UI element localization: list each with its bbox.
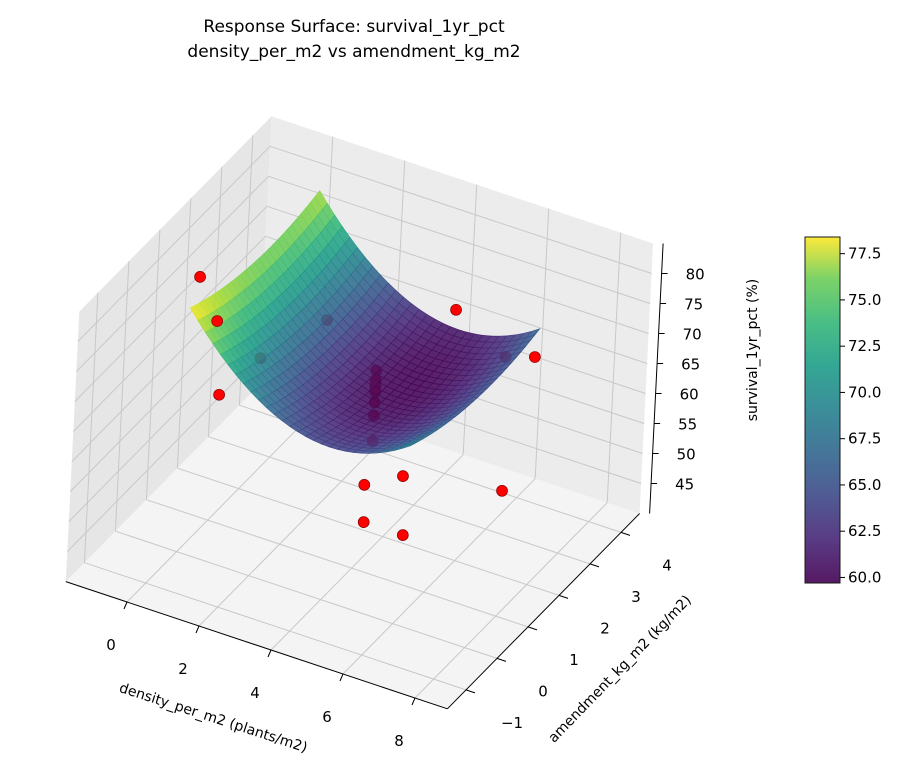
chart-title: Response Surface: survival_1yr_pct — [203, 17, 505, 37]
z-tick-label: 80 — [686, 266, 705, 284]
data-point — [450, 303, 462, 316]
y-gridline — [146, 499, 529, 628]
surface-patch — [401, 443, 415, 449]
colorbar-tick-label: 72.5 — [848, 337, 881, 355]
x-gridline — [606, 232, 622, 503]
z-gridline — [75, 175, 269, 372]
x-gridline — [198, 430, 392, 627]
data-point — [396, 529, 409, 541]
z-gridline — [269, 145, 652, 274]
x-tick-label: 6 — [322, 708, 332, 726]
floor-pane — [65, 386, 640, 709]
data-point — [358, 479, 371, 491]
z-axis-line — [649, 243, 664, 514]
y-tick-label: 3 — [631, 588, 641, 606]
y-gridline — [145, 229, 161, 500]
colorbar-tick-label: 67.5 — [848, 430, 881, 448]
data-point — [496, 484, 508, 497]
y-tick-label: 2 — [600, 619, 610, 637]
z-tick-label: 45 — [675, 476, 694, 494]
axis-lines: 0 2 4 6 8 −1 0 1 2 3 4 45 50 55 60 65 70 75 80 — [65, 243, 705, 750]
z-gridline — [268, 175, 651, 304]
x-gridline — [414, 502, 608, 699]
y-tick-label: −1 — [501, 714, 523, 732]
x-gridline — [342, 478, 536, 675]
z-tick-label: 50 — [677, 446, 696, 464]
x-tick — [195, 625, 200, 634]
y-gridline — [208, 436, 591, 565]
y-tick — [558, 594, 569, 599]
y-tick-label: 1 — [569, 651, 579, 669]
colorbar-tick-label: 62.5 — [848, 522, 881, 540]
data-point — [397, 470, 409, 482]
data-point — [529, 351, 541, 363]
y-gridline — [84, 562, 467, 691]
y-tick-label: 4 — [662, 556, 672, 574]
x-tick — [123, 601, 128, 610]
z-gridline — [72, 235, 266, 432]
x-tick-label: 8 — [394, 732, 404, 750]
data-point — [213, 388, 225, 401]
z-tick-label: 75 — [684, 296, 703, 314]
y-tick — [589, 563, 600, 568]
colorbar — [804, 236, 841, 584]
data-point — [194, 271, 206, 283]
y-gridline — [177, 467, 560, 596]
z-tick-label: 60 — [680, 386, 699, 404]
y-tick-label: 0 — [538, 682, 548, 700]
x-gridline — [126, 406, 320, 603]
y-gridline — [115, 530, 498, 659]
chart-subtitle: density_per_m2 vs amendment_kg_m2 — [187, 42, 520, 62]
z-tick-label: 70 — [683, 326, 702, 344]
z-gridline — [77, 145, 271, 342]
x-tick-label: 4 — [250, 684, 260, 702]
z-gridline — [74, 205, 268, 402]
z-axis-label: survival_1yr_pct (%) — [745, 279, 761, 422]
y-axis-label: amendment_kg_m2 (kg/m2) — [545, 592, 694, 746]
x-tick-label: 2 — [178, 660, 188, 678]
y-tick — [527, 626, 538, 631]
x-tick-label: 0 — [106, 636, 116, 654]
colorbar-tick-label: 70.0 — [848, 383, 881, 401]
y-gridline — [176, 198, 192, 469]
y-gridline — [83, 292, 99, 563]
y-tick — [465, 689, 476, 694]
z-tick-label: 65 — [681, 356, 700, 374]
z-tick-label: 55 — [678, 416, 697, 434]
z-gridline — [66, 355, 260, 552]
x-gridline — [462, 184, 478, 455]
x-gridline — [270, 454, 464, 651]
x-tick — [339, 673, 344, 682]
x-gridline — [534, 208, 550, 479]
colorbar-tick-label: 60.0 — [848, 568, 881, 586]
data-point — [357, 516, 370, 528]
data-point — [211, 315, 224, 327]
response-surface — [189, 190, 541, 454]
y-axis-line — [447, 513, 640, 710]
x-tick — [267, 649, 272, 658]
y-tick — [496, 657, 507, 662]
colorbar-ticks: 60.0 62.5 65.0 67.5 70.0 72.5 75.0 77.5 — [840, 245, 881, 586]
colorbar-tick-label: 75.0 — [848, 291, 881, 309]
y-tick — [620, 531, 631, 536]
colorbar-tick-label: 65.0 — [848, 476, 881, 494]
x-axis-label: density_per_m2 (plants/m2) — [117, 680, 309, 756]
y-gridline — [114, 261, 130, 532]
points-front — [194, 271, 541, 497]
x-tick — [411, 697, 416, 706]
x-axis-line — [65, 581, 448, 710]
left-pane — [65, 116, 272, 582]
colorbar-tick-label: 77.5 — [848, 245, 881, 263]
